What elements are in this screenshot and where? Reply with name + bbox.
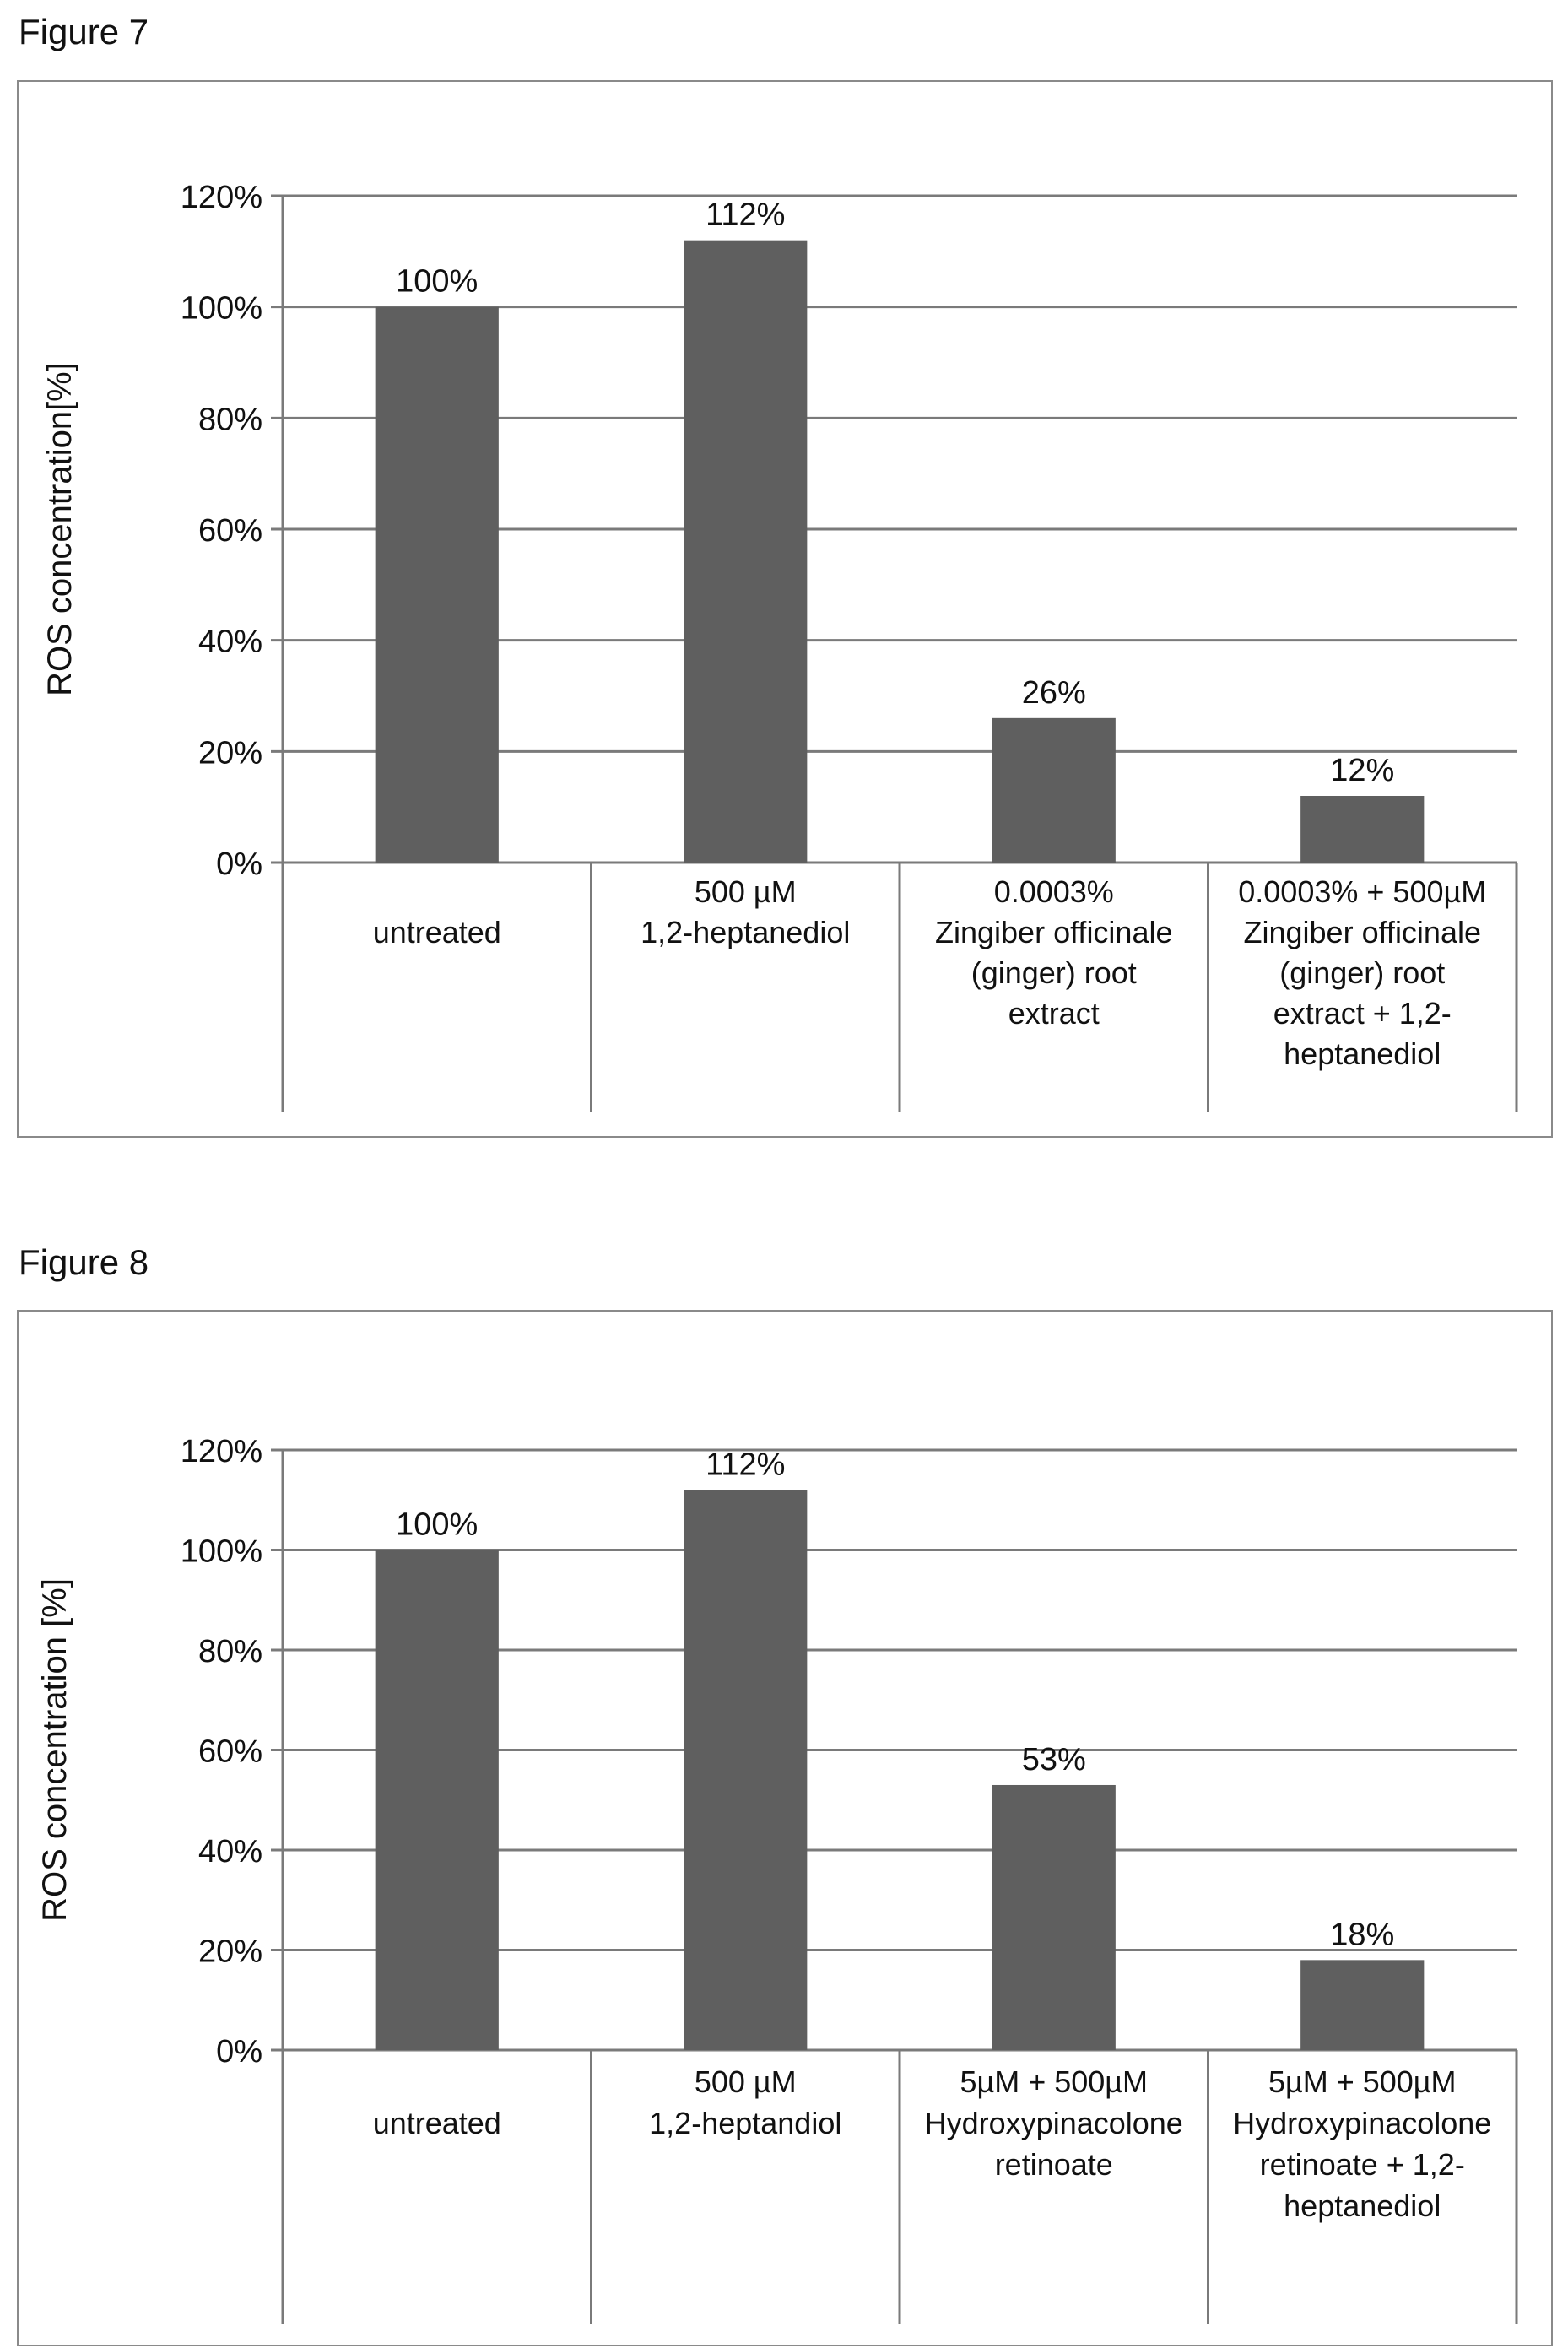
y-tick-label: 40%: [198, 1834, 262, 1869]
figure-7-box: 0% 20% 40% 60% 80% 100% 120% ROS concentration[…: [17, 80, 1553, 1138]
category-label: 0.0003%: [994, 874, 1114, 909]
category-label: 5µM + 500µM: [960, 2064, 1148, 2099]
category-label: Hydroxypinacolone: [925, 2106, 1183, 2140]
category-label: 0.0003% + 500µM: [1238, 874, 1486, 909]
category-label: Zingiber officinale: [1244, 915, 1482, 949]
figure-7-chart: 0% 20% 40% 60% 80% 100% 120% ROS concentration[…: [41, 180, 1518, 1112]
category-label: 500 µM: [695, 874, 797, 909]
y-tick-label: 60%: [198, 513, 262, 549]
y-tick-label: 40%: [198, 625, 262, 660]
y-tick-label: 80%: [198, 402, 262, 437]
y-tick-label: 20%: [198, 1934, 262, 1970]
category-label: extract + 1,2-: [1273, 996, 1452, 1031]
category-label: untreated: [373, 2106, 501, 2140]
figure-8-box: 0% 20% 40% 60% 80% 100% 120% ROS concentration …: [17, 1310, 1553, 2346]
category-label: extract: [1008, 996, 1100, 1031]
bar: [1300, 1960, 1425, 2050]
y-tick-label: 80%: [198, 1634, 262, 1669]
figure-8-label: Figure 8: [19, 1242, 149, 1282]
y-tick-label: 120%: [181, 1434, 262, 1469]
y-tick-label: 100%: [181, 1534, 262, 1570]
bar: [375, 306, 499, 863]
bar: [684, 240, 808, 863]
data-label: 53%: [1022, 1742, 1086, 1777]
y-tick-label: 0%: [216, 2034, 262, 2069]
data-label: 26%: [1022, 675, 1086, 711]
bar: [992, 1784, 1116, 2050]
category-label: Zingiber officinale: [935, 915, 1173, 949]
y-tick-label: 0%: [216, 847, 262, 882]
category-label: (ginger) root: [1279, 955, 1445, 990]
category-label: (ginger) root: [971, 955, 1137, 990]
data-label: 100%: [396, 1507, 478, 1543]
category-label: 5µM + 500µM: [1268, 2064, 1457, 2099]
figure-7-label: Figure 7: [19, 12, 149, 51]
bar: [375, 1550, 499, 2050]
y-tick-label: 100%: [181, 291, 262, 327]
category-label: 1,2-heptanediol: [641, 915, 850, 949]
figure-8-chart: 0% 20% 40% 60% 80% 100% 120% ROS concentration …: [36, 1434, 1518, 2324]
y-tick-label: 20%: [198, 735, 262, 771]
category-label: heptanediol: [1284, 2188, 1441, 2223]
y-tick-label: 120%: [181, 180, 262, 215]
y-tick-label: 60%: [198, 1734, 262, 1770]
category-label: heptanediol: [1284, 1036, 1441, 1071]
category-label: retinoate: [995, 2147, 1113, 2182]
data-label: 12%: [1330, 753, 1394, 788]
data-label: 112%: [706, 1447, 785, 1482]
category-label: untreated: [373, 915, 501, 949]
category-label: 1,2-heptandiol: [649, 2106, 841, 2140]
data-label: 112%: [706, 197, 785, 233]
category-label: Hydroxypinacolone: [1233, 2106, 1491, 2140]
category-label: retinoate + 1,2-: [1260, 2147, 1465, 2182]
bar: [1300, 796, 1425, 863]
y-axis-title: ROS concentration [%]: [36, 1578, 73, 1922]
bar: [992, 717, 1116, 863]
data-label: 18%: [1330, 1917, 1394, 1952]
category-label: 500 µM: [695, 2064, 797, 2099]
y-axis-title: ROS concentration[%]: [41, 362, 78, 696]
data-label: 100%: [396, 264, 478, 300]
bar: [684, 1490, 808, 2050]
